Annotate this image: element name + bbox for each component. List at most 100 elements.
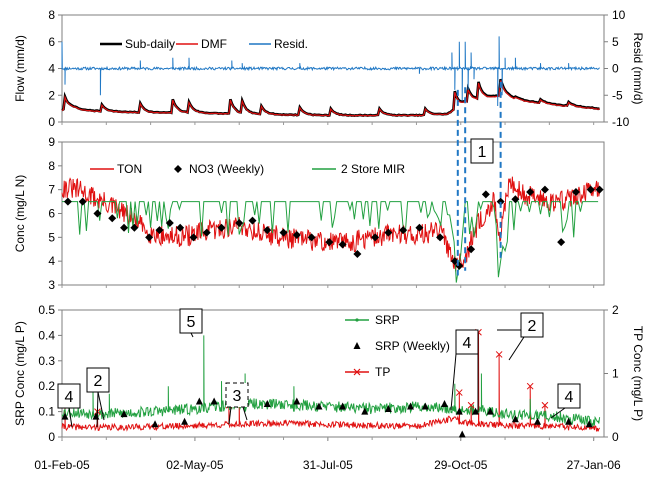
- phos-y-tick-label: 0.5: [38, 303, 55, 317]
- x-tick-label: 31-Jul-05: [303, 458, 353, 472]
- callout-leader: [508, 336, 525, 361]
- no3-point: [467, 245, 476, 254]
- flow-y2-tick-label: 10: [612, 8, 626, 22]
- no3-point: [496, 197, 505, 206]
- legend-label: NO3 (Weekly): [189, 162, 264, 176]
- no3-point: [202, 228, 211, 237]
- no3-point: [235, 219, 244, 228]
- no3-point: [93, 209, 102, 218]
- flow-y-axis-label: Flow (mm/d): [13, 35, 27, 102]
- series-mir-line: [62, 201, 599, 283]
- phos-y-tick-label: 0: [48, 430, 55, 444]
- callout-label: 2: [528, 318, 537, 335]
- conc-y-axis-label: Conc (mg/L N): [13, 175, 27, 253]
- callout-label: 4: [65, 389, 74, 406]
- legend-label: SRP: [375, 313, 400, 327]
- phos-y-tick-label: 0.4: [38, 328, 55, 342]
- series-dmf-line: [61, 80, 600, 117]
- flow-y2-tick-label: 0: [612, 62, 619, 76]
- conc-y-tick-label: 4: [48, 254, 55, 268]
- srp-weekly-point: [339, 402, 347, 410]
- flow-y-tick-label: 6: [48, 35, 55, 49]
- legend-label: TON: [117, 162, 142, 176]
- legend-swatch: [353, 342, 361, 349]
- no3-point: [338, 240, 347, 249]
- flow-y-tick-label: 4: [48, 62, 55, 76]
- srp-weekly-point: [151, 420, 159, 428]
- srp-weekly-point: [61, 412, 69, 420]
- no3-point: [292, 230, 301, 239]
- no3-point: [155, 226, 164, 235]
- series-resid-line: [61, 36, 600, 107]
- tp-marker: [541, 401, 549, 409]
- callout-leader: [450, 353, 457, 411]
- flow-y-tick-label: 0: [48, 115, 55, 129]
- callout-leader: [550, 407, 566, 419]
- callout-label: 5: [187, 314, 196, 331]
- no3-point: [399, 226, 408, 235]
- tp-marker: [526, 382, 534, 390]
- legend-label: SRP (Weekly): [375, 339, 450, 353]
- callout-box: [557, 383, 581, 409]
- legend-swatch: [355, 318, 359, 322]
- callout-box: [86, 367, 110, 393]
- no3-point: [145, 233, 154, 242]
- callout-leader: [96, 391, 99, 428]
- srp-weekly-point: [407, 402, 415, 410]
- x-tick-label: 01-Feb-05: [34, 458, 90, 472]
- series-ton-line: [61, 176, 601, 272]
- callout-label: 4: [565, 389, 574, 406]
- callout-leader: [190, 332, 194, 338]
- no3-point: [176, 223, 185, 232]
- srp-weekly-point: [458, 430, 466, 438]
- srp-weekly-point: [384, 405, 392, 413]
- srp-weekly-point: [315, 402, 323, 410]
- conc-plot-frame: [61, 141, 605, 286]
- phos-y2-tick-label: 1: [612, 367, 619, 381]
- tp-marker: [495, 351, 503, 358]
- x-tick-label: 02-May-05: [166, 458, 224, 472]
- x-tick-label: 27-Jan-06: [567, 458, 621, 472]
- srp-weekly-point: [455, 407, 463, 415]
- no3-point: [248, 216, 257, 225]
- flow-y-tick-label: 8: [48, 8, 55, 22]
- callout-label: 3: [233, 388, 242, 405]
- no3-point: [586, 185, 595, 194]
- no3-point: [571, 188, 580, 197]
- no3-point: [436, 233, 445, 242]
- phos-y2-tick-label: 2: [612, 303, 619, 317]
- srp-weekly-point: [263, 399, 271, 407]
- callout-label: 1: [478, 144, 487, 161]
- tp-marker: [467, 401, 475, 409]
- flow-y2-tick-label: -10: [612, 115, 630, 129]
- phos-y-tick-label: 0.1: [38, 405, 55, 419]
- srp-weekly-point: [361, 407, 369, 415]
- no3-point: [526, 188, 535, 197]
- callout-label: 4: [463, 335, 472, 352]
- srp-weekly-point: [534, 417, 542, 425]
- srp-weekly-point: [421, 402, 429, 410]
- callout-leader: [228, 406, 232, 425]
- conc-y-tick-label: 6: [48, 207, 55, 221]
- srp-weekly-point: [181, 417, 189, 425]
- callout-leader: [97, 391, 105, 421]
- legend-swatch: [353, 368, 361, 376]
- no3-point: [557, 238, 566, 247]
- series-tp-line: [61, 332, 601, 432]
- legend-label: DMF: [201, 37, 227, 51]
- legend-label: TP: [375, 365, 390, 379]
- callout-label: 2: [94, 373, 103, 390]
- no3-point: [108, 214, 117, 223]
- callout-box: [57, 383, 81, 409]
- conc-y-tick-label: 7: [48, 183, 55, 197]
- no3-point: [540, 185, 549, 194]
- srp-weekly-point: [585, 420, 593, 428]
- legend-label: Resid.: [274, 37, 308, 51]
- srp-weekly-point: [441, 399, 449, 407]
- legend-swatch: [174, 165, 182, 173]
- no3-point: [415, 223, 424, 232]
- no3-point: [481, 190, 490, 199]
- no3-point: [217, 223, 226, 232]
- no3-point: [325, 238, 334, 247]
